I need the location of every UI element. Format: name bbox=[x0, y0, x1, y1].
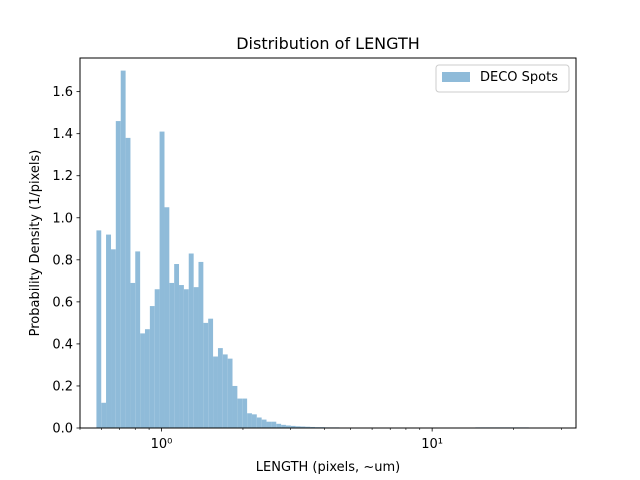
x-tick-label: 10¹ bbox=[421, 437, 443, 452]
histogram-bar bbox=[120, 70, 126, 429]
legend-swatch bbox=[442, 72, 470, 82]
y-tick-label: 1.6 bbox=[52, 85, 73, 100]
x-tick-label: 10⁰ bbox=[151, 437, 173, 452]
histogram-bar bbox=[135, 251, 141, 428]
histogram-bar bbox=[174, 264, 180, 428]
x-ticks-group: 10⁰ 10¹ bbox=[79, 428, 562, 452]
histogram-bar bbox=[149, 306, 155, 428]
histogram-bar bbox=[266, 421, 272, 428]
histogram-bar bbox=[285, 425, 291, 428]
histogram-bar bbox=[251, 414, 257, 428]
histogram-bar bbox=[222, 354, 228, 428]
histogram-bar bbox=[232, 385, 238, 428]
histogram-bar bbox=[169, 282, 175, 428]
y-tick-label: 0.6 bbox=[52, 295, 73, 310]
histogram-bar bbox=[193, 287, 199, 428]
histogram-bar bbox=[188, 253, 194, 428]
y-tick-label: 0.0 bbox=[52, 422, 73, 437]
histogram-bar bbox=[213, 356, 218, 428]
histogram-bar bbox=[295, 426, 301, 428]
y-ticks-group: 0.0 0.2 0.4 0.6 0.8 1.0 1.2 1.4 1.6 bbox=[52, 85, 80, 437]
histogram-bar bbox=[300, 426, 306, 428]
bars-group bbox=[96, 70, 563, 429]
histogram-bar bbox=[125, 137, 131, 428]
legend: DECO Spots bbox=[435, 64, 570, 93]
y-tick-label: 0.4 bbox=[52, 337, 73, 352]
histogram-bar bbox=[101, 402, 107, 428]
histogram-bar bbox=[183, 289, 189, 428]
histogram-bar bbox=[256, 417, 262, 428]
histogram-bar bbox=[227, 358, 233, 429]
histogram-bar bbox=[130, 282, 136, 428]
histogram-bar bbox=[96, 230, 102, 428]
histogram-bar bbox=[154, 289, 160, 428]
histogram-bar bbox=[247, 413, 252, 428]
histogram-bar bbox=[271, 421, 277, 428]
plot-frame bbox=[79, 57, 577, 429]
histogram-bar bbox=[144, 329, 150, 428]
histogram-bar bbox=[310, 426, 316, 428]
legend-frame bbox=[435, 64, 570, 93]
chart-title: Distribution of LENGTH bbox=[236, 34, 420, 53]
y-tick-label: 1.4 bbox=[52, 127, 73, 142]
histogram-bar bbox=[242, 398, 248, 428]
histogram-bar bbox=[159, 131, 165, 428]
y-tick-label: 0.2 bbox=[52, 379, 73, 394]
histogram-bar bbox=[106, 234, 112, 428]
y-tick-label: 1.0 bbox=[52, 211, 73, 226]
histogram-bar bbox=[276, 423, 282, 428]
y-tick-label: 1.2 bbox=[52, 169, 73, 184]
histogram-bar bbox=[261, 419, 267, 428]
legend-label: DECO Spots bbox=[480, 70, 558, 85]
y-tick-label: 0.8 bbox=[52, 253, 73, 268]
histogram-bar bbox=[237, 398, 243, 428]
histogram-bar bbox=[198, 261, 204, 428]
x-axis-label: LENGTH (pixels, ~um) bbox=[256, 460, 400, 475]
histogram-bar bbox=[140, 333, 145, 428]
histogram-bar bbox=[208, 318, 214, 428]
histogram-bar bbox=[290, 425, 296, 428]
histogram-bar bbox=[305, 426, 311, 428]
histogram-bar bbox=[281, 424, 286, 428]
histogram-bar bbox=[179, 285, 184, 428]
histogram-bar bbox=[115, 121, 121, 428]
y-axis-label: Probability Density (1/pixels) bbox=[28, 150, 43, 337]
histogram-bar bbox=[203, 322, 209, 428]
histogram-bar bbox=[111, 249, 116, 428]
histogram-bar bbox=[164, 207, 170, 428]
histogram-bar bbox=[217, 348, 223, 428]
